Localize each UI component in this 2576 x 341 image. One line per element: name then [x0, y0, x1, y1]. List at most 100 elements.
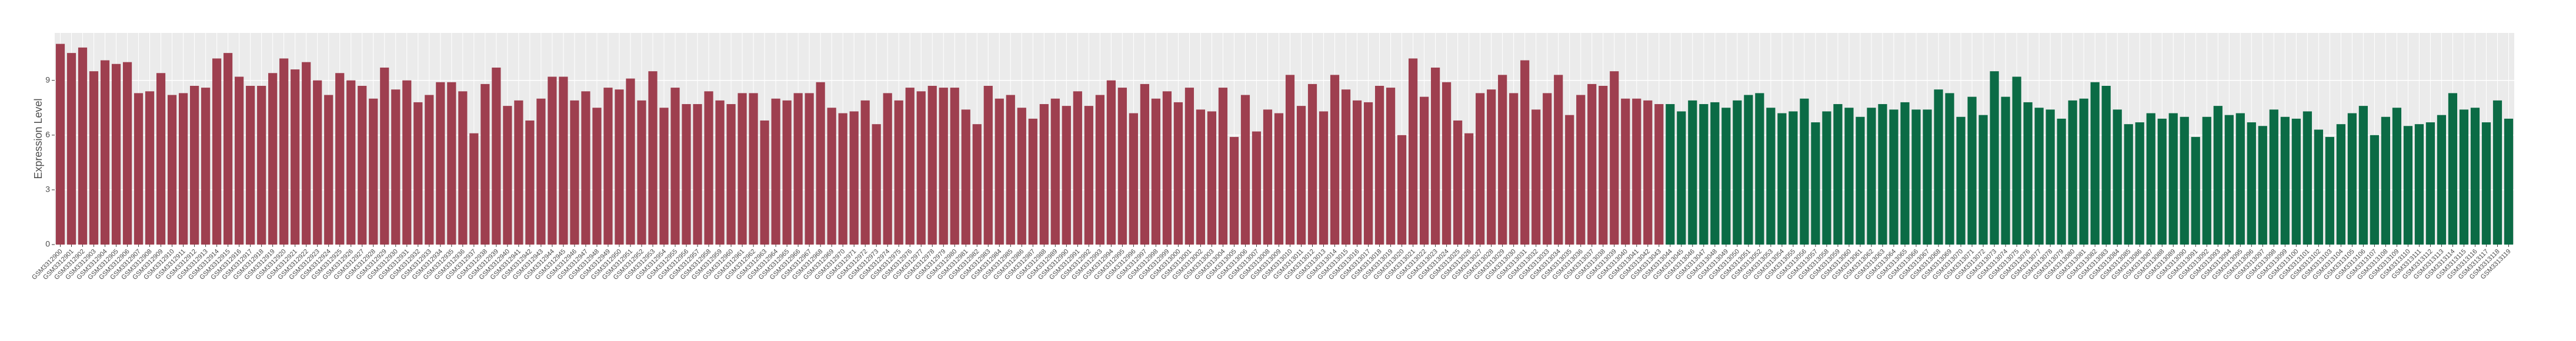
bar — [771, 98, 780, 245]
bar — [324, 95, 333, 245]
bar — [1721, 108, 1731, 245]
bar — [447, 82, 456, 245]
bar — [481, 83, 490, 245]
bar — [2180, 116, 2189, 245]
bar — [1084, 106, 1093, 245]
bar — [1688, 100, 1697, 245]
bar — [1934, 89, 1943, 245]
bar — [1352, 100, 1362, 245]
bar — [1464, 133, 1474, 245]
bar — [2146, 113, 2155, 245]
bar — [983, 86, 993, 245]
bar — [1050, 98, 1060, 245]
bar — [2370, 135, 2379, 245]
bar — [223, 53, 233, 245]
bar — [1844, 108, 1854, 245]
bar — [2101, 86, 2111, 245]
bar — [380, 67, 389, 245]
bar — [1117, 88, 1127, 245]
bar — [1610, 71, 1619, 245]
bar — [603, 88, 613, 245]
bar — [1788, 111, 1798, 245]
bar — [1397, 135, 1407, 245]
bar — [1822, 111, 1831, 245]
bar — [1744, 95, 1753, 245]
bar — [1196, 109, 1206, 245]
bar — [369, 98, 378, 245]
bar — [1151, 98, 1160, 245]
bar — [1073, 91, 1082, 245]
bar — [1923, 109, 1932, 245]
bar — [738, 93, 747, 245]
bar — [514, 100, 523, 245]
bar — [2392, 108, 2402, 245]
bar — [358, 86, 367, 245]
y-axis-title: Expression Level — [32, 98, 44, 179]
bar — [1666, 104, 1675, 245]
bar — [335, 73, 345, 245]
bar — [1498, 75, 1507, 245]
bar — [1296, 106, 1306, 245]
bar — [1330, 75, 1340, 245]
bar — [1599, 86, 1608, 245]
bar — [1431, 67, 1440, 245]
bar — [1889, 109, 1898, 245]
bar — [648, 71, 658, 245]
bar — [1543, 93, 1552, 245]
bar — [2303, 111, 2312, 245]
bar — [726, 104, 736, 245]
bar — [2269, 109, 2278, 245]
bar — [1766, 108, 1776, 245]
bar — [2191, 136, 2200, 245]
bar — [257, 86, 266, 245]
bar — [1062, 106, 1071, 245]
bar — [2135, 122, 2144, 245]
bar — [1184, 88, 1194, 245]
bar — [1207, 111, 1217, 245]
bar — [1554, 75, 1563, 245]
bar — [2403, 126, 2413, 245]
bar — [2068, 100, 2077, 245]
bar — [1677, 111, 1686, 245]
bar — [1978, 115, 1988, 245]
bar — [715, 100, 725, 245]
bar — [559, 76, 568, 245]
bar — [961, 109, 970, 245]
bar — [1374, 86, 1384, 245]
bar — [1453, 120, 1463, 245]
bar — [346, 80, 356, 245]
bar — [1967, 96, 1977, 245]
bar — [66, 53, 76, 245]
bar — [2012, 76, 2021, 245]
bar — [458, 91, 468, 245]
bar — [626, 78, 635, 245]
bar — [793, 93, 803, 245]
bar — [2314, 129, 2323, 245]
bar — [2358, 106, 2368, 245]
bar — [1006, 95, 1015, 245]
bar — [122, 62, 132, 245]
bar — [235, 76, 244, 245]
bar — [749, 93, 758, 245]
bar — [145, 91, 155, 245]
bar — [2247, 122, 2256, 245]
bar — [1710, 102, 1720, 245]
bar — [2046, 109, 2055, 245]
bar — [637, 100, 646, 245]
bar — [1409, 58, 1418, 245]
y-tick-label: 6 — [45, 129, 50, 139]
bar — [1319, 111, 1329, 245]
bar — [927, 86, 937, 245]
bar — [1307, 83, 1317, 245]
bar — [1028, 118, 1037, 245]
bar — [2258, 126, 2267, 245]
bar — [179, 93, 188, 245]
bar — [827, 108, 836, 245]
bar — [425, 95, 434, 245]
bar — [1755, 93, 1764, 245]
bar — [816, 82, 825, 245]
bar — [246, 86, 255, 245]
bar — [2470, 108, 2480, 245]
bar — [134, 93, 144, 245]
